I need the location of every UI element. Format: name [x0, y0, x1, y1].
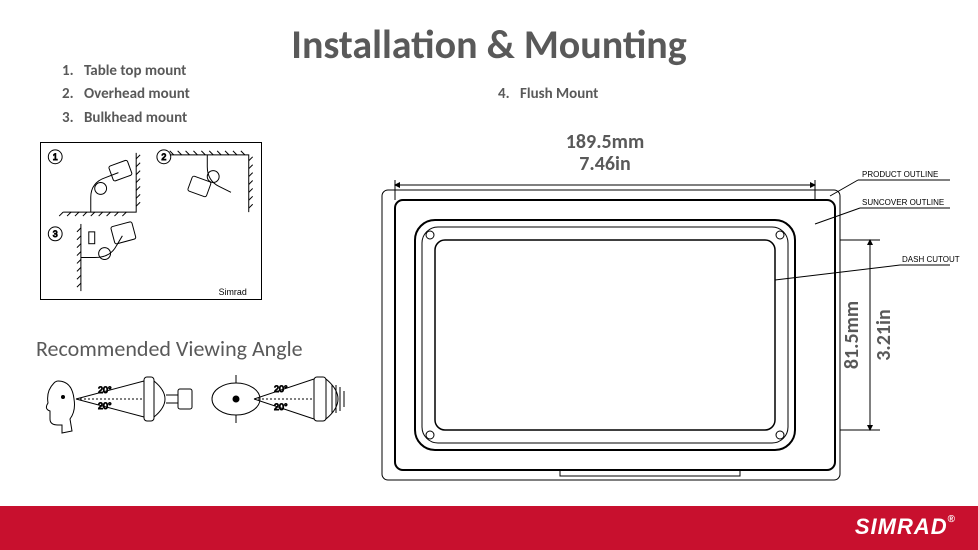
mount-illustration-box: 1 2 3 [40, 142, 262, 300]
rva-illustration-svg: 20° 20° 20° 20° [36, 365, 356, 450]
svg-text:Simrad: Simrad [219, 287, 247, 297]
callout-dash-cutout: DASH CUTOUT [902, 255, 960, 264]
list-num: 1. [62, 60, 84, 83]
list-item: 3.Bulkhead mount [62, 107, 190, 130]
callout-product-outline: PRODUCT OUTLINE [862, 170, 938, 179]
height-in-label: 3.21in [872, 309, 896, 360]
svg-text:3: 3 [53, 229, 58, 239]
list-label: Table top mount [84, 62, 186, 80]
list-label: Bulkhead mount [84, 109, 187, 127]
list-item: 2.Overhead mount [62, 83, 190, 106]
mount-options-list: 1.Table top mount 2.Overhead mount 3.Bul… [62, 60, 190, 130]
list-item: 1.Table top mount [62, 60, 190, 83]
angle-bottom-label: 20° [98, 401, 112, 411]
angle-bottom-label2: 20° [274, 402, 288, 412]
list-num: 3. [62, 107, 84, 130]
list-label: Overhead mount [84, 85, 190, 103]
svg-text:2: 2 [161, 152, 166, 162]
list-label: Flush Mount [520, 85, 598, 103]
width-mm-label: 189.5mm [566, 130, 644, 154]
svg-text:1: 1 [53, 152, 58, 162]
height-mm-label: 81.5mm [840, 301, 864, 369]
flush-mount-drawing: 189.5mm 7.46in 81.5mm 3.21in PRODUCT OUT… [360, 130, 960, 490]
width-in-label: 7.46in [579, 152, 630, 176]
brand-reg: ® [948, 514, 956, 525]
angle-top-label2: 20° [274, 384, 288, 394]
brand-logo: SIMRAD® [855, 514, 956, 540]
mount-option-4: 4.Flush Mount [498, 85, 598, 103]
mount-illustration-svg: 1 2 3 [41, 143, 261, 299]
rva-title: Recommended Viewing Angle [36, 335, 303, 362]
callout-suncover-outline: SUNCOVER OUTLINE [862, 198, 944, 207]
angle-top-label: 20° [98, 385, 112, 395]
footer-bar: SIMRAD® [0, 506, 978, 550]
list-num: 4. [498, 85, 520, 103]
slide-root: Installation & Mounting 1.Table top moun… [0, 0, 978, 550]
brand-text: SIMRAD [855, 514, 948, 539]
list-num: 2. [62, 83, 84, 106]
